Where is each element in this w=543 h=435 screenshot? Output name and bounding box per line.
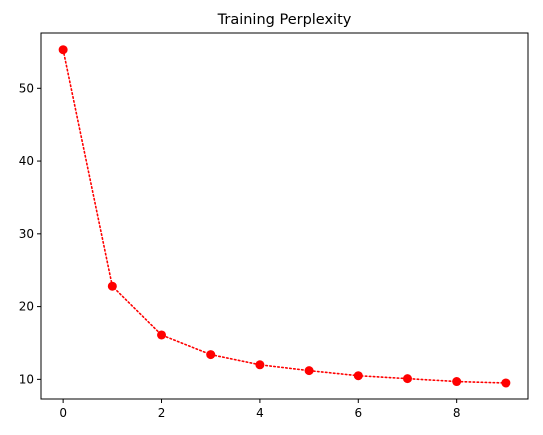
y-tick-label: 30 bbox=[19, 227, 34, 241]
data-point bbox=[206, 350, 216, 360]
data-point bbox=[107, 281, 117, 291]
x-tick-label: 2 bbox=[158, 406, 166, 420]
y-tick-label: 10 bbox=[19, 372, 34, 386]
plot-area bbox=[58, 45, 511, 388]
data-point bbox=[58, 45, 68, 55]
x-tick-label: 8 bbox=[453, 406, 461, 420]
data-point bbox=[452, 377, 462, 387]
y-tick-label: 50 bbox=[19, 81, 34, 95]
data-point bbox=[157, 330, 167, 340]
y-tick-label: 20 bbox=[19, 300, 34, 314]
axes-frame bbox=[40, 32, 529, 400]
chart-title: Training Perplexity bbox=[217, 12, 352, 28]
data-point bbox=[255, 360, 265, 370]
x-tick-label: 0 bbox=[59, 406, 67, 420]
x-tick-label: 6 bbox=[354, 406, 362, 420]
x-axis: 0 2 4 6 8 bbox=[59, 399, 460, 420]
data-point bbox=[353, 371, 363, 381]
data-point bbox=[304, 366, 314, 376]
data-point bbox=[402, 374, 412, 384]
y-axis: 10 20 30 40 50 bbox=[19, 81, 41, 386]
y-tick-label: 40 bbox=[19, 154, 34, 168]
data-point bbox=[501, 378, 511, 388]
x-tick-label: 4 bbox=[256, 406, 264, 420]
series-line bbox=[62, 48, 507, 384]
